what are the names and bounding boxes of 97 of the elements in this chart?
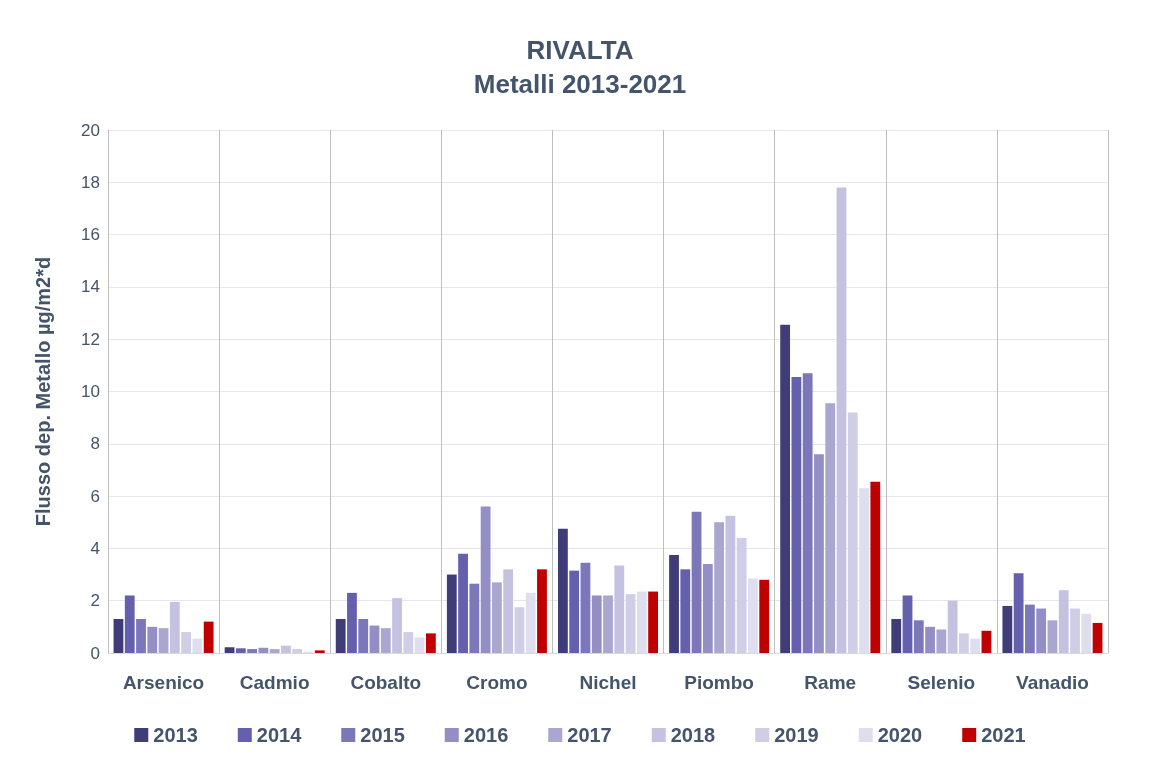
bar	[124, 595, 135, 653]
bar	[569, 570, 580, 653]
bar	[113, 619, 124, 653]
bar	[1092, 622, 1103, 653]
bar	[369, 625, 380, 653]
bar	[925, 626, 935, 653]
bar	[913, 620, 924, 653]
bar	[625, 594, 636, 653]
bar	[591, 595, 602, 653]
bar	[702, 564, 713, 653]
bar	[458, 553, 468, 653]
bar	[648, 591, 658, 653]
bar	[725, 515, 736, 653]
legend-label: 2016	[463, 724, 509, 746]
x-tick-label: Cromo	[466, 672, 528, 693]
bar	[269, 649, 280, 653]
bar	[491, 582, 502, 653]
bar	[580, 562, 591, 653]
bar	[235, 648, 246, 653]
bar	[802, 373, 813, 653]
chart-title: RIVALTA Metalli 2013-2021	[473, 35, 687, 99]
bar	[680, 569, 691, 653]
legend-label: 2014	[256, 724, 303, 746]
bar	[335, 619, 346, 653]
x-tick-label: Arsenico	[122, 672, 205, 693]
bar	[258, 647, 269, 653]
y-tick-label: 20	[81, 120, 100, 140]
legend-label: 2013	[153, 724, 198, 746]
bar	[147, 626, 158, 653]
legend-label: 2015	[360, 724, 405, 746]
y-tick-label: 10	[81, 382, 100, 401]
x-tick-label: Cadmio	[239, 672, 310, 693]
x-tick-label: Piombo	[684, 672, 754, 693]
bar	[1081, 613, 1092, 653]
legend-label: 2020	[877, 724, 923, 746]
x-tick-label: Cobalto	[350, 672, 422, 693]
bar	[814, 454, 824, 653]
bar	[669, 554, 679, 653]
legend-label: 2019	[774, 724, 819, 746]
bar	[825, 403, 836, 653]
y-tick-label: 14	[81, 277, 100, 297]
bar	[614, 565, 625, 653]
bar	[503, 569, 514, 653]
bar	[558, 528, 568, 653]
bar	[247, 649, 258, 653]
bar	[224, 647, 235, 653]
bar	[791, 377, 802, 653]
bar	[514, 607, 525, 653]
bar	[1013, 573, 1024, 653]
bar	[136, 619, 146, 653]
y-tick-label: 8	[90, 434, 100, 454]
legend-label: 2021	[981, 724, 1026, 746]
bar	[203, 621, 214, 653]
bar	[847, 412, 858, 653]
bar	[780, 324, 791, 653]
y-tick-label: 16	[81, 225, 100, 245]
bar	[936, 629, 947, 653]
x-tick-label: Vanadio	[1016, 672, 1089, 693]
bar	[358, 619, 369, 653]
y-tick-label: 2	[90, 591, 100, 611]
y-tick-label: 6	[90, 486, 100, 506]
bar	[870, 481, 881, 653]
bar	[446, 574, 457, 653]
bar	[1002, 605, 1013, 653]
legend-label: 2018	[670, 724, 716, 746]
bar	[480, 506, 491, 653]
bar	[158, 628, 169, 653]
legend-label: 2017	[567, 724, 612, 746]
y-tick-label: 18	[81, 172, 100, 192]
bar	[425, 633, 436, 653]
bar	[902, 595, 913, 653]
bar	[836, 187, 847, 653]
bar	[469, 583, 480, 653]
bar	[981, 630, 992, 653]
bar	[414, 637, 425, 653]
bar	[380, 628, 391, 653]
y-axis-title: Flusso dep. Metallo µg/m2*d	[32, 256, 54, 527]
bar	[970, 638, 981, 653]
bar	[691, 511, 702, 653]
bar	[1036, 608, 1047, 653]
bar	[314, 650, 325, 653]
bar	[714, 522, 725, 653]
x-tick-label: Rame	[804, 672, 857, 693]
bar	[347, 592, 357, 653]
bar	[1024, 604, 1035, 653]
bar	[192, 638, 203, 653]
bar	[603, 595, 613, 653]
y-tick-label: 4	[90, 538, 100, 558]
bar	[759, 579, 770, 653]
x-tick-label: Nichel	[579, 672, 637, 693]
x-tick-label: Selenio	[907, 672, 976, 693]
bar	[736, 537, 747, 653]
y-tick-label: 0	[90, 643, 100, 663]
y-tick-label: 12	[81, 329, 100, 349]
bar	[1047, 620, 1058, 653]
bar	[537, 569, 547, 653]
bar	[891, 619, 902, 653]
